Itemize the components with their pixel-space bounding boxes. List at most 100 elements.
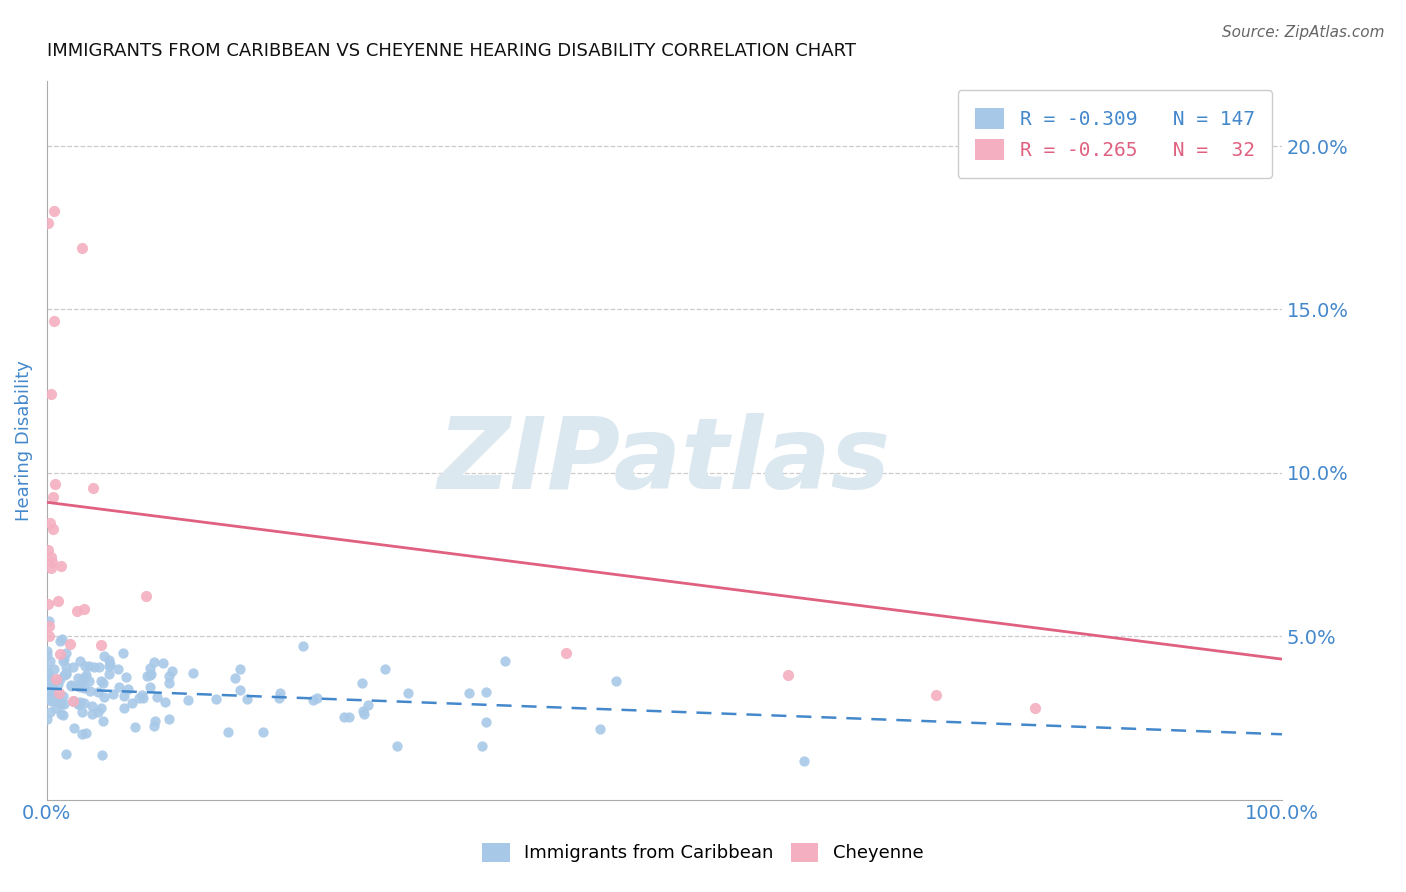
Point — [41, 678, 63, 692]
Point — [55, 667, 77, 681]
Point — [554, 646, 576, 660]
Point — [62, 660, 84, 674]
Point — [157, 676, 180, 690]
Point — [38, 614, 60, 628]
Point — [38, 691, 60, 706]
Point — [46, 677, 69, 691]
Point — [131, 688, 153, 702]
Point — [69, 681, 91, 695]
Point — [62, 694, 84, 708]
Point — [45, 701, 67, 715]
Point — [333, 709, 356, 723]
Point — [374, 663, 396, 677]
Point — [49, 647, 72, 661]
Point — [139, 680, 162, 694]
Point — [35, 648, 58, 663]
Point — [44, 672, 66, 686]
Point — [39, 386, 62, 401]
Point — [350, 676, 373, 690]
Point — [69, 695, 91, 709]
Point — [90, 673, 112, 688]
Point — [236, 691, 259, 706]
Point — [67, 697, 90, 711]
Point — [91, 676, 114, 690]
Point — [776, 668, 799, 682]
Point — [100, 657, 122, 672]
Point — [86, 705, 108, 719]
Point — [66, 604, 89, 618]
Point — [51, 706, 73, 721]
Point — [112, 647, 135, 661]
Point — [59, 637, 82, 651]
Point — [117, 681, 139, 696]
Point — [59, 678, 82, 692]
Point — [143, 714, 166, 728]
Point — [75, 726, 97, 740]
Point — [115, 670, 138, 684]
Point — [42, 681, 65, 696]
Point — [35, 712, 58, 726]
Point — [41, 555, 63, 569]
Point — [589, 723, 612, 737]
Point — [37, 671, 59, 685]
Point — [79, 683, 101, 698]
Point — [82, 482, 104, 496]
Point — [38, 685, 60, 699]
Point — [157, 669, 180, 683]
Point — [108, 680, 131, 694]
Point — [267, 691, 290, 706]
Point — [55, 646, 77, 660]
Point — [90, 701, 112, 715]
Point — [157, 712, 180, 726]
Point — [73, 602, 96, 616]
Point — [70, 241, 93, 255]
Point — [357, 698, 380, 712]
Point — [42, 314, 65, 328]
Point — [37, 542, 59, 557]
Point — [135, 668, 157, 682]
Point — [46, 690, 69, 705]
Point — [69, 678, 91, 692]
Point — [53, 668, 76, 682]
Point — [38, 629, 60, 643]
Point — [141, 667, 163, 681]
Y-axis label: Hearing Disability: Hearing Disability — [15, 359, 32, 521]
Point — [37, 671, 59, 685]
Point — [69, 654, 91, 668]
Point — [93, 649, 115, 664]
Point — [51, 632, 73, 646]
Point — [291, 639, 314, 653]
Point — [63, 722, 86, 736]
Point — [38, 690, 60, 704]
Point — [66, 680, 89, 694]
Point — [37, 597, 59, 611]
Point — [37, 663, 59, 677]
Point — [80, 707, 103, 722]
Point — [112, 689, 135, 703]
Point — [72, 706, 94, 720]
Point — [204, 691, 226, 706]
Point — [217, 724, 239, 739]
Point — [90, 638, 112, 652]
Point — [139, 668, 162, 682]
Point — [37, 692, 59, 706]
Point — [269, 686, 291, 700]
Point — [48, 594, 70, 608]
Point — [160, 664, 183, 678]
Point — [45, 691, 67, 706]
Text: ZIPatlas: ZIPatlas — [437, 413, 891, 510]
Point — [42, 522, 65, 536]
Point — [224, 671, 246, 685]
Point — [39, 561, 62, 575]
Point — [112, 701, 135, 715]
Point — [98, 666, 121, 681]
Point — [37, 216, 59, 230]
Point — [494, 654, 516, 668]
Point — [83, 659, 105, 673]
Point — [44, 477, 66, 491]
Point — [77, 658, 100, 673]
Point — [41, 490, 63, 504]
Point — [121, 696, 143, 710]
Point — [925, 688, 948, 702]
Point — [38, 705, 60, 719]
